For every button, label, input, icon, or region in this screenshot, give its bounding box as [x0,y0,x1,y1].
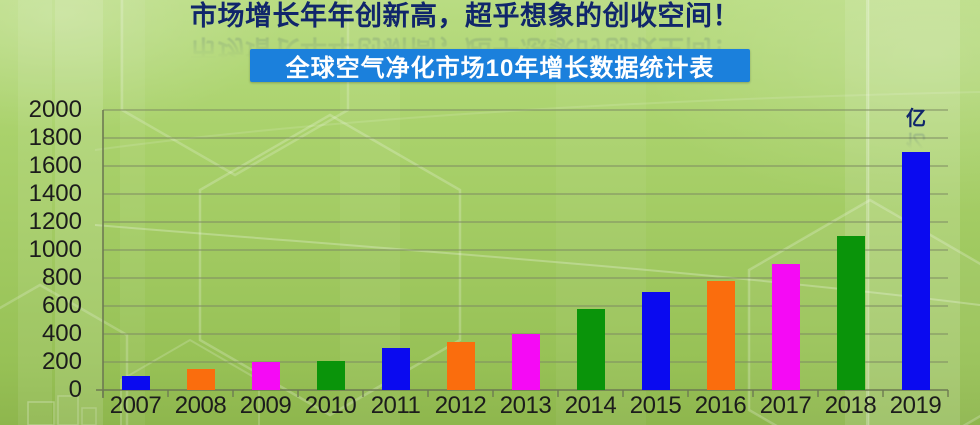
y-tick-label: 1400 [28,180,82,207]
x-tick-label: 2016 [694,392,747,419]
bar-2013 [511,334,540,390]
bar-2010 [316,360,345,390]
y-tick-label: 2000 [28,96,82,123]
x-tick-label: 2015 [629,392,682,419]
bar-2012 [446,342,475,390]
bar-2019 [901,152,930,390]
y-tick-label: 1800 [28,124,82,151]
bar-2016 [706,280,735,390]
bar-2008 [186,369,215,390]
x-tick-label: 2017 [759,392,812,419]
x-tick-label: 2014 [564,392,617,419]
page-title: 市场增长年年创新高，超乎想象的创收空间！ [190,1,740,31]
unit-label-reflection: 亿 [906,130,926,152]
x-tick-label: 2018 [824,392,877,419]
y-tick-label: 0 [68,376,82,403]
bar-2018 [836,236,865,390]
subtitle-banner: 全球空气净化市场10年增长数据统计表 [250,49,750,82]
x-tick-label: 2007 [109,392,162,419]
bar-2015 [641,292,670,390]
y-tick-label: 800 [41,264,82,291]
bar-2017 [771,264,800,390]
y-tick-label: 600 [41,292,82,319]
y-tick-label: 1600 [28,152,82,179]
subtitle-text: 全球空气净化市场10年增长数据统计表 [285,55,715,82]
bar-2014 [576,308,605,390]
bar-2007 [121,376,150,390]
x-tick-label: 2012 [434,392,487,419]
x-tick-label: 2009 [239,392,292,419]
y-tick-label: 1000 [28,236,82,263]
unit-label: 亿 [906,108,926,130]
y-tick-label: 1200 [28,208,82,235]
bar-2011 [381,348,410,390]
x-tick-label: 2008 [174,392,227,419]
x-tick-label: 2010 [304,392,357,419]
x-tick-label: 2011 [370,392,421,419]
headline-wrap: 市场增长年年创新高，超乎想象的创收空间！ [0,0,955,32]
x-tick-label: 2013 [499,392,552,419]
y-tick-label: 200 [41,348,82,375]
x-tick-label: 2019 [889,392,942,419]
y-tick-label: 400 [41,320,82,347]
bar-2009 [251,362,280,390]
